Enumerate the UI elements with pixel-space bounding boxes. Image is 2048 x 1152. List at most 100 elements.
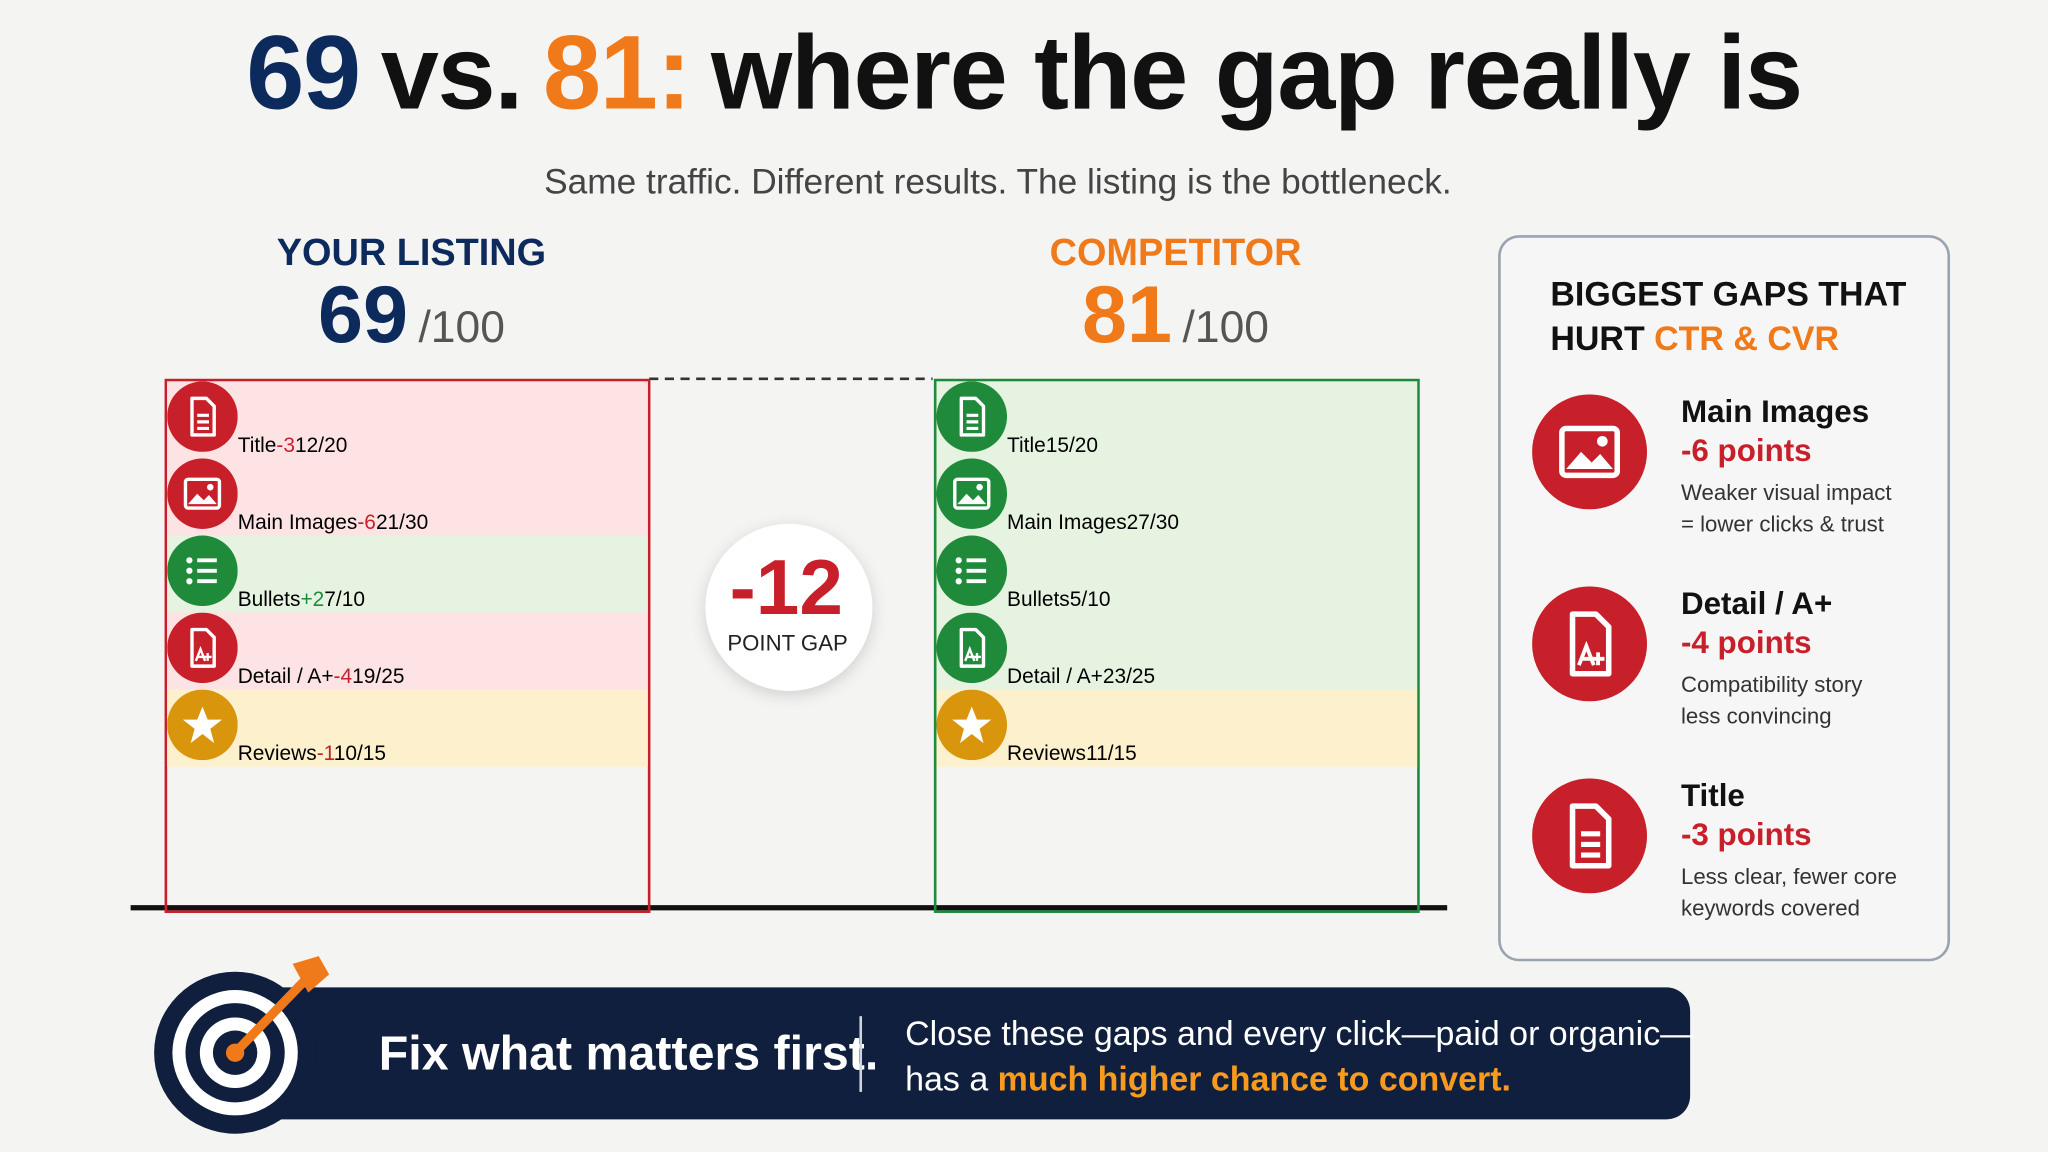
row-icon xyxy=(936,612,1008,684)
row-score-value: 21 xyxy=(375,511,400,535)
row-icon xyxy=(1532,586,1648,702)
footer-headline: Fix what matters first. xyxy=(378,1026,879,1081)
footer-banner: Fix what matters first. Close these gaps… xyxy=(195,987,1694,1120)
column-label: YOUR LISTING xyxy=(276,232,547,275)
row-icon xyxy=(167,689,238,761)
row-name: Title xyxy=(237,434,277,458)
gap-label: POINT GAP xyxy=(727,630,847,655)
gap-note: Compatibility story less convincing xyxy=(1681,670,1955,733)
score-row: Bullets5/10 xyxy=(936,535,1418,613)
row-icon xyxy=(1532,778,1648,894)
score-row: Detail / A+23/25 xyxy=(936,612,1418,690)
row-name: Main Images xyxy=(237,511,358,535)
gap-name: Title xyxy=(1680,778,1745,814)
footer-highlight: much higher chance to convert. xyxy=(997,1059,1511,1099)
row-icon xyxy=(936,458,1008,529)
column-score-max: /100 xyxy=(1182,303,1269,353)
row-score-max: /30 xyxy=(399,511,429,535)
row-score-max: /15 xyxy=(356,743,387,766)
row-score-max: /10 xyxy=(335,589,365,612)
gap-name: Detail / A+ xyxy=(1680,586,1833,622)
column-score-value: 69 xyxy=(317,270,409,361)
score-row: Reviews11/15 xyxy=(936,689,1418,767)
score-row: Detail / A+-419/25 xyxy=(167,612,648,690)
row-icon xyxy=(167,535,238,607)
competitor-header: COMPETITOR 81/100 xyxy=(914,232,1436,356)
column-score: 69/100 xyxy=(150,275,672,357)
row-icon xyxy=(167,612,238,684)
row-score-value: 10 xyxy=(333,743,357,766)
subtitle: Same traffic. Different results. The lis… xyxy=(544,161,1452,202)
biggest-gaps-panel: BIGGEST GAPS THAT HURT CTR & CVR Main Im… xyxy=(1498,235,1951,962)
gap-text: Title -3 points Less clear, fewer core keyw… xyxy=(1681,778,1955,924)
row-name: Detail / A+ xyxy=(237,666,334,689)
row-name: Reviews xyxy=(1007,743,1086,766)
row-score-value: 11 xyxy=(1085,743,1108,766)
gap-note-line: Compatibility story xyxy=(1680,672,1863,698)
column-score-value: 81 xyxy=(1082,270,1173,361)
panel-heading-line: BIGGEST GAPS THAT xyxy=(1550,274,1907,314)
gap-note-line: Less clear, fewer core xyxy=(1680,864,1897,890)
title: 69 vs. 81: where the gap really is xyxy=(0,13,2048,133)
divider xyxy=(859,1016,863,1092)
gap-name: Main Images xyxy=(1680,394,1870,430)
column-score-max: /100 xyxy=(418,303,505,353)
panel-heading-highlight: CTR & CVR xyxy=(1654,318,1840,358)
your-listing-header: YOUR LISTING 69/100 xyxy=(150,232,672,356)
column-score: 81/100 xyxy=(914,275,1436,357)
row-score-value: 15 xyxy=(1045,434,1069,458)
row-delta: -6 xyxy=(357,511,376,535)
row-name: Title xyxy=(1007,434,1046,458)
row-score-max: /25 xyxy=(375,666,405,689)
gap-circle xyxy=(705,523,873,691)
panel-heading: BIGGEST GAPS THAT HURT CTR & CVR xyxy=(1550,272,1906,361)
row-delta: +2 xyxy=(300,589,325,612)
title-rest: where the gap really is xyxy=(710,14,1803,131)
panel-heading-line: HURT CTR & CVR xyxy=(1550,316,1906,360)
row-score-max: /15 xyxy=(1107,743,1137,766)
footer-text: Close these gaps and every click—paid or… xyxy=(905,1011,1694,1102)
gap-note: Less clear, fewer core keywords covered xyxy=(1681,862,1955,925)
gap-note-line: Weaker visual impact xyxy=(1680,480,1892,506)
row-score-value: 27 xyxy=(1126,511,1150,535)
row-score: 5/10 xyxy=(1070,589,1111,611)
row-score-max: /30 xyxy=(1149,511,1179,535)
panel-heading-text: HURT xyxy=(1550,318,1645,358)
row-icon xyxy=(936,381,1008,452)
row-delta: -3 xyxy=(276,434,296,458)
score-row: Main Images27/30 xyxy=(936,458,1418,536)
gap-points: -4 points xyxy=(1680,625,1812,661)
row-score-max: /20 xyxy=(1068,434,1099,458)
footer-text-2: has a xyxy=(905,1059,989,1099)
competitor-table: Title15/20 Main Images27/30 Bullets5/10 Det… xyxy=(933,378,1420,913)
title-vs: vs. xyxy=(380,14,524,131)
gap-note-line: = lower clicks & trust xyxy=(1680,511,1884,537)
column-label: COMPETITOR xyxy=(1049,232,1302,275)
row-name: Bullets xyxy=(1007,589,1070,612)
gap-points: -6 points xyxy=(1680,433,1812,469)
row-name: Main Images xyxy=(1007,511,1127,535)
title-score-b: 81: xyxy=(542,14,691,131)
row-delta: -1 xyxy=(316,743,334,766)
row-delta: -4 xyxy=(333,666,353,689)
row-score-max: /10 xyxy=(1081,589,1111,612)
row-icon xyxy=(936,535,1008,607)
gap-text: Detail / A+ -4 points Compatibility story l… xyxy=(1681,586,1955,732)
row-score: 7/10 xyxy=(324,589,365,611)
row-score: 27/30 xyxy=(1127,512,1179,534)
row-icon xyxy=(167,458,238,529)
row-score-value: 5 xyxy=(1069,589,1082,612)
gap-note-line: keywords covered xyxy=(1680,895,1860,921)
score-row: Bullets+27/10 xyxy=(167,535,648,613)
gap-points: -3 points xyxy=(1680,817,1812,853)
row-score: 12/20 xyxy=(295,435,347,457)
score-row: Reviews-110/15 xyxy=(167,689,648,767)
title-score-a: 69 xyxy=(246,14,361,131)
row-name: Detail / A+ xyxy=(1007,666,1103,689)
row-score-value: 23 xyxy=(1102,666,1127,689)
row-name: Bullets xyxy=(237,589,301,612)
gap-note: Weaker visual impact = lower clicks & tru… xyxy=(1681,478,1955,541)
row-score: 21/30 xyxy=(376,512,428,534)
